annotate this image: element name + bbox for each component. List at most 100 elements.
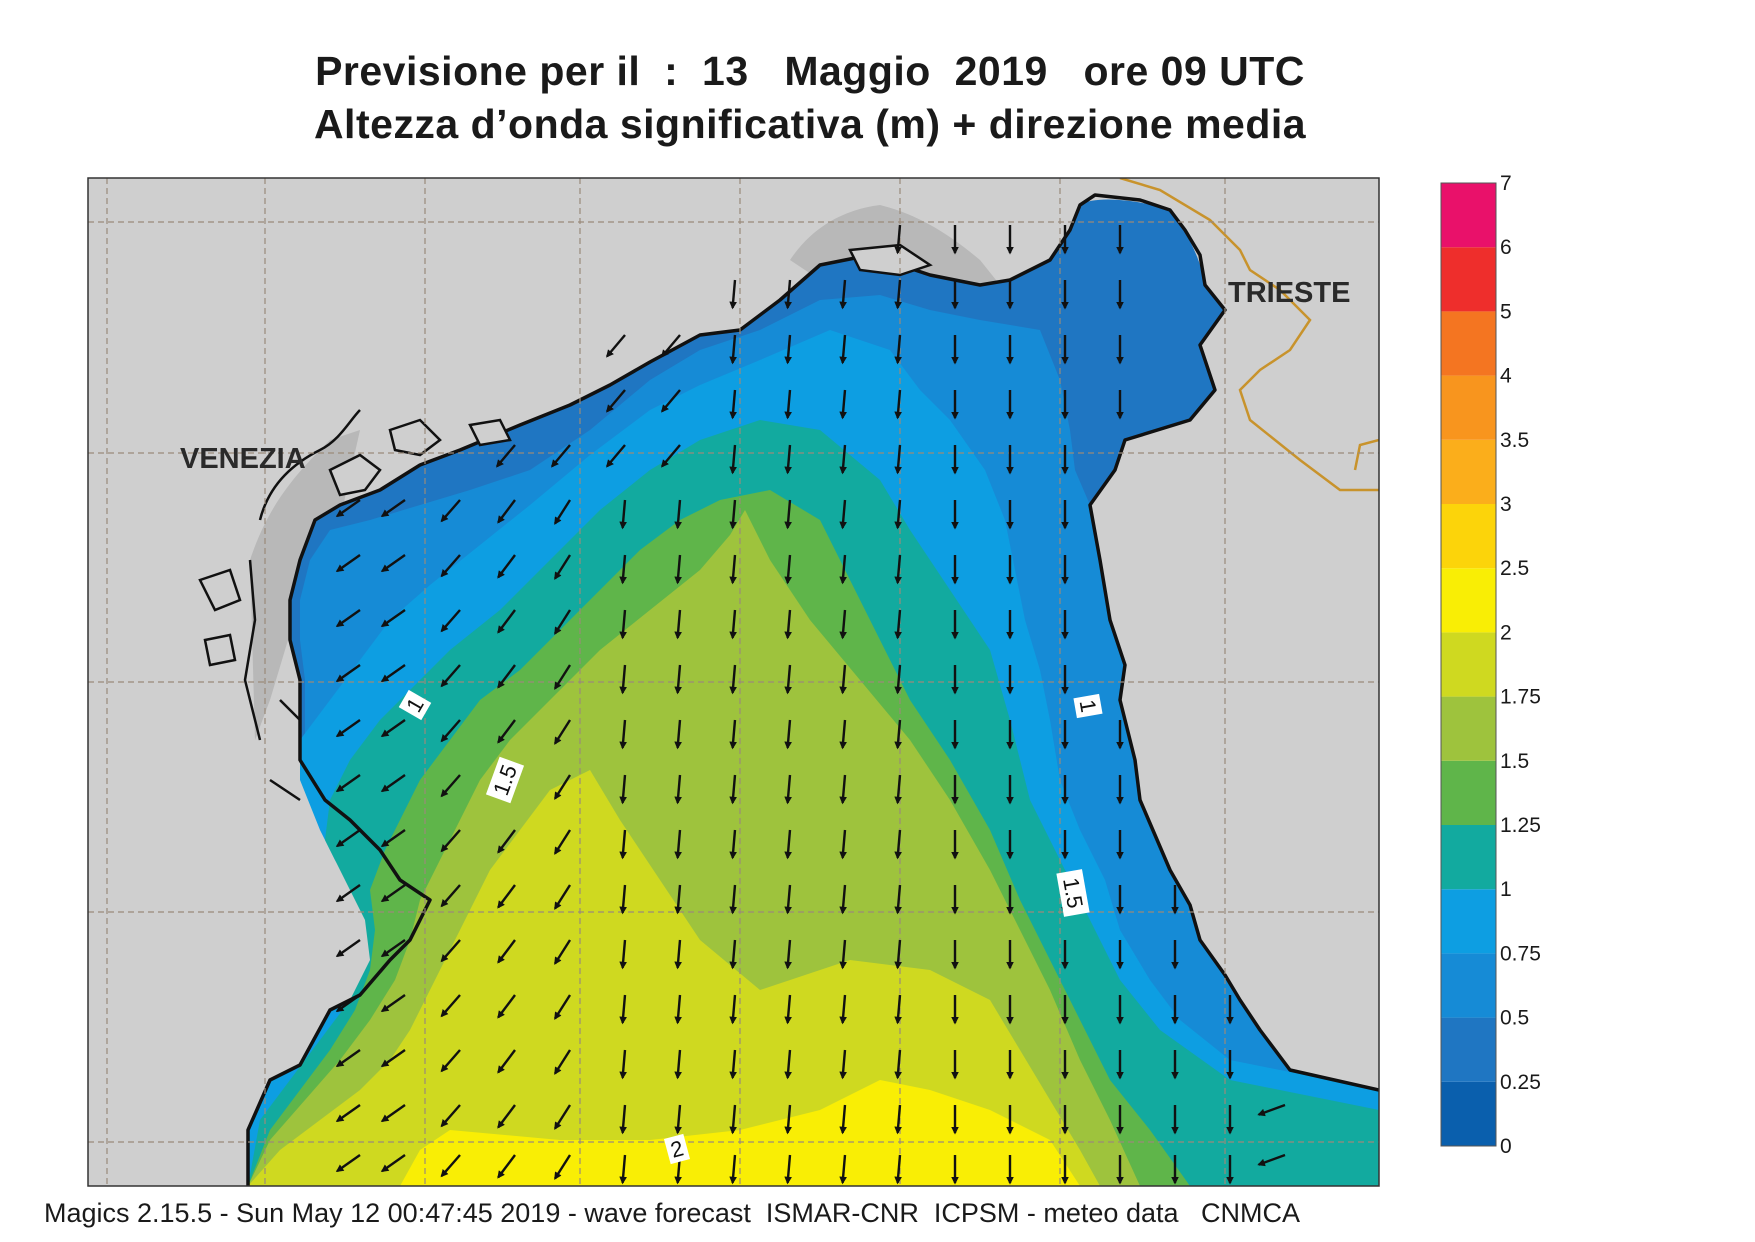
wave-direction-arrow: [784, 829, 792, 860]
colorbar-swatch: [1441, 632, 1496, 697]
contour-label: 1: [1075, 698, 1102, 714]
wave-direction-arrow: [839, 1049, 847, 1080]
wave-direction-arrow: [380, 774, 406, 793]
wave-direction-arrow: [784, 664, 792, 695]
wave-direction-arrow: [380, 554, 406, 573]
wave-direction-arrow: [839, 994, 847, 1025]
wave-direction-arrow: [839, 389, 847, 420]
wave-direction-arrow: [839, 664, 847, 695]
wave-direction-arrow: [497, 1154, 516, 1179]
wave-direction-arrow: [335, 829, 361, 848]
wave-direction-arrow: [674, 499, 682, 530]
wave-direction-arrow: [894, 884, 902, 915]
wave-direction-arrow: [380, 609, 406, 628]
wave-direction-arrow: [497, 829, 516, 854]
wave-direction-arrow: [674, 939, 682, 970]
colorbar-tick-label: 1.75: [1500, 686, 1541, 709]
wave-direction-arrow: [894, 939, 902, 970]
wave-direction-arrow: [553, 774, 572, 800]
wave-direction-arrow: [380, 1154, 406, 1173]
wave-direction-arrow: [674, 1104, 682, 1135]
colorbar-tick-label: 0.75: [1500, 942, 1541, 965]
colorbar-swatch: [1441, 247, 1496, 312]
wave-direction-arrow: [729, 829, 737, 860]
wave-direction-arrow: [784, 389, 792, 420]
wave-direction-arrow: [894, 994, 902, 1025]
wave-direction-arrow: [894, 224, 902, 255]
wave-direction-arrow: [619, 884, 627, 915]
colorbar-swatch: [1441, 1081, 1496, 1146]
city-label-venezia: VENEZIA: [180, 443, 306, 475]
wave-direction-arrow: [497, 1049, 516, 1074]
wave-direction-arrow: [729, 1049, 737, 1080]
wave-direction-arrow: [553, 1104, 572, 1130]
wave-direction-arrow: [380, 499, 406, 518]
wave-direction-arrow: [619, 554, 627, 585]
wave-direction-arrow: [335, 499, 361, 518]
wave-direction-arrow: [497, 884, 516, 909]
wave-direction-arrow: [674, 994, 682, 1025]
wave-direction-arrow: [894, 1154, 902, 1185]
wave-direction-arrow: [335, 1154, 361, 1173]
wave-direction-arrow: [619, 499, 627, 530]
wave-direction-arrow: [380, 664, 406, 683]
wave-direction-arrow: [553, 499, 572, 525]
contour-labels: 1 1.5 1 1.5 2: [398, 689, 1103, 1165]
wave-direction-arrow: [729, 774, 737, 805]
wave-direction-arrow: [335, 1104, 361, 1123]
wave-direction-arrow: [380, 994, 406, 1013]
wave-direction-arrow: [839, 444, 847, 475]
colorbar-swatch: [1441, 825, 1496, 890]
wave-direction-arrow: [553, 609, 572, 635]
wave-direction-arrow: [729, 389, 737, 420]
wave-direction-arrow: [894, 1049, 902, 1080]
wave-direction-arrow: [839, 939, 847, 970]
wave-direction-arrow: [380, 719, 406, 738]
wave-direction-arrow: [784, 554, 792, 585]
wave-direction-arrow: [729, 444, 737, 475]
wave-direction-arrow: [894, 719, 902, 750]
wave-direction-arrow: [894, 554, 902, 585]
wave-direction-arrow: [619, 1154, 627, 1185]
title-line-1: Previsione per il : 13 Maggio 2019 ore 0…: [315, 48, 1305, 94]
wave-direction-arrow: [553, 1049, 572, 1075]
wave-direction-arrow: [440, 1104, 461, 1128]
wave-direction-arrow: [619, 774, 627, 805]
colorbar-tick-label: 3.5: [1500, 429, 1529, 452]
wave-direction-arrow: [551, 444, 571, 468]
colorbar-tick-label: 0: [1500, 1135, 1512, 1158]
wave-direction-arrow: [497, 939, 516, 964]
wave-direction-arrow: [440, 884, 461, 908]
colorbar-swatch: [1441, 183, 1496, 248]
wave-direction-arrow: [497, 719, 516, 744]
wave-direction-arrow: [440, 994, 461, 1018]
colorbar-tick-label: 7: [1500, 172, 1512, 195]
colorbar-swatch: [1441, 953, 1496, 1018]
coastline: [246, 193, 1379, 1186]
wave-direction-arrow: [784, 1154, 792, 1185]
colorbar-tick-label: 4: [1500, 365, 1512, 388]
wave-direction-arrow: [839, 884, 847, 915]
colorbar-frame: [1440, 182, 1497, 1147]
wave-direction-arrow: [729, 499, 737, 530]
wave-direction-arrow: [674, 609, 682, 640]
wave-direction-arrow: [729, 1154, 737, 1185]
wave-direction-arrow: [553, 829, 572, 855]
wave-direction-arrow: [729, 719, 737, 750]
wave-direction-arrow: [553, 554, 572, 580]
wave-direction-arrow: [839, 1154, 847, 1185]
wave-direction-arrow: [729, 609, 737, 640]
wave-direction-arrow: [335, 719, 361, 738]
wave-direction-arrow: [440, 609, 461, 633]
wave-direction-arrow: [661, 389, 681, 413]
wave-direction-arrow: [440, 499, 461, 523]
wave-direction-arrow: [784, 499, 792, 530]
colorbar-tick-label: 1.5: [1500, 750, 1529, 773]
contour-label: 1.5: [1058, 876, 1088, 910]
wave-direction-arrow: [380, 1049, 406, 1068]
wave-direction-arrow: [553, 884, 572, 910]
wave-direction-arrow: [784, 279, 792, 310]
wave-direction-arrow: [894, 279, 902, 310]
wave-direction-arrow: [784, 719, 792, 750]
colorbar-swatch: [1441, 504, 1496, 569]
